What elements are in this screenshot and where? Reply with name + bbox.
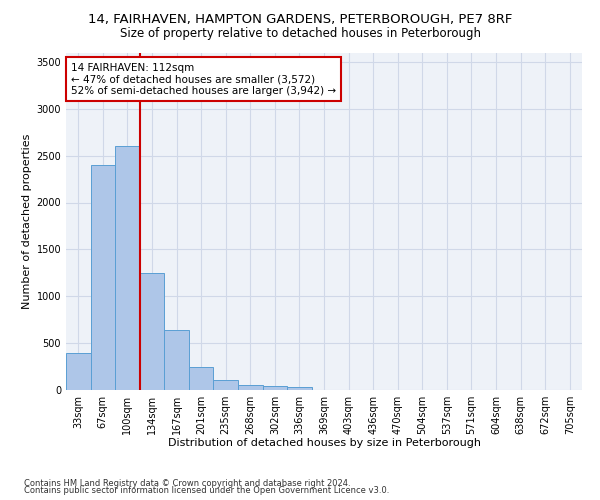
Bar [140, 273, 164, 390]
Text: Size of property relative to detached houses in Peterborough: Size of property relative to detached ho… [119, 28, 481, 40]
Bar [263, 386, 287, 390]
Bar [287, 387, 312, 390]
Bar [91, 165, 115, 390]
Text: Contains HM Land Registry data © Crown copyright and database right 2024.: Contains HM Land Registry data © Crown c… [24, 478, 350, 488]
Bar [66, 354, 91, 390]
Text: 14, FAIRHAVEN, HAMPTON GARDENS, PETERBOROUGH, PE7 8RF: 14, FAIRHAVEN, HAMPTON GARDENS, PETERBOR… [88, 12, 512, 26]
Text: Contains public sector information licensed under the Open Government Licence v3: Contains public sector information licen… [24, 486, 389, 495]
Bar [164, 330, 189, 390]
Bar [238, 385, 263, 390]
Bar [214, 380, 238, 390]
X-axis label: Distribution of detached houses by size in Peterborough: Distribution of detached houses by size … [167, 438, 481, 448]
Bar [189, 367, 214, 390]
Text: 14 FAIRHAVEN: 112sqm
← 47% of detached houses are smaller (3,572)
52% of semi-de: 14 FAIRHAVEN: 112sqm ← 47% of detached h… [71, 62, 336, 96]
Y-axis label: Number of detached properties: Number of detached properties [22, 134, 32, 309]
Bar [115, 146, 140, 390]
